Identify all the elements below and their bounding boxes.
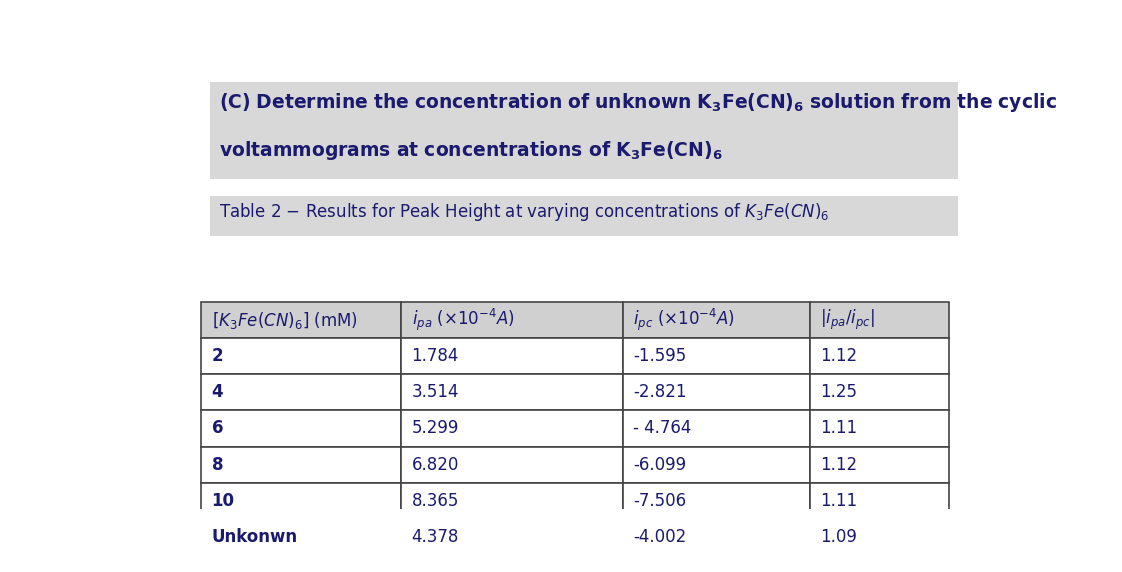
Text: -1.595: -1.595 [633,347,687,366]
Text: 3.514: 3.514 [412,383,459,402]
Bar [210,82,958,178]
Text: 1.12: 1.12 [820,347,857,366]
Bar [623,374,810,411]
Text: -6.099: -6.099 [633,455,687,474]
Text: $\bf{(C)\ Determine\ the\ concentration\ of\ unknown\ K_3Fe(CN)_6\ solution\ fro: $\bf{(C)\ Determine\ the\ concentration\… [219,90,1057,114]
Text: -4.002: -4.002 [633,528,687,546]
Text: 1.25: 1.25 [820,383,857,402]
Bar [810,338,949,374]
Text: Table 2 $-$ Results for Peak Height at varying concentrations of $K_3Fe(CN)_6$: Table 2 $-$ Results for Peak Height at v… [219,201,829,223]
Bar [402,338,623,374]
Bar [402,519,623,555]
Text: 4.378: 4.378 [412,528,459,546]
Bar [623,411,810,447]
Bar [210,196,958,236]
Bar [623,302,810,338]
Bar [402,447,623,483]
Text: 1.09: 1.09 [820,528,857,546]
Bar [201,374,402,411]
Text: -7.506: -7.506 [633,492,687,510]
Bar [623,447,810,483]
Text: -2.821: -2.821 [633,383,687,402]
Bar [623,483,810,519]
Bar [623,519,810,555]
Bar [402,483,623,519]
Bar [402,411,623,447]
Text: 4: 4 [212,383,223,402]
Bar [201,519,402,555]
Bar [201,411,402,447]
Text: 1.784: 1.784 [412,347,459,366]
Bar [201,338,402,374]
Bar [201,483,402,519]
Text: 6: 6 [212,419,223,438]
Text: $\mathit{i}_{pc}$ $(×10^{-4}A)$: $\mathit{i}_{pc}$ $(×10^{-4}A)$ [633,307,735,333]
Bar [810,447,949,483]
Text: 5.299: 5.299 [412,419,459,438]
Text: 8: 8 [212,455,223,474]
Bar [810,302,949,338]
Text: - 4.764: - 4.764 [633,419,691,438]
Text: $[K_3Fe(CN)_6]$ (mM): $[K_3Fe(CN)_6]$ (mM) [212,309,358,331]
Text: 10: 10 [212,492,234,510]
Bar [402,374,623,411]
Text: $\bf{voltammograms\ at\ concentrations\ of\ K_3Fe(CN)_6}$: $\bf{voltammograms\ at\ concentrations\ … [219,139,723,162]
Bar [810,483,949,519]
Text: 1.11: 1.11 [820,492,857,510]
Bar [201,302,402,338]
Text: $\mathit{i}_{pa}$ $(×10^{-4}A)$: $\mathit{i}_{pa}$ $(×10^{-4}A)$ [412,307,514,333]
Bar [810,519,949,555]
Bar [623,338,810,374]
Text: 1.11: 1.11 [820,419,857,438]
Text: 2: 2 [212,347,223,366]
Bar [810,411,949,447]
Text: 6.820: 6.820 [412,455,459,474]
Text: Unkonwn: Unkonwn [212,528,297,546]
Bar [810,374,949,411]
Text: 8.365: 8.365 [412,492,459,510]
Text: $|\mathit{i}_{pa}/\mathit{i}_{pc}|$: $|\mathit{i}_{pa}/\mathit{i}_{pc}|$ [820,308,875,332]
Bar [201,447,402,483]
Text: 1.12: 1.12 [820,455,857,474]
Bar [402,302,623,338]
